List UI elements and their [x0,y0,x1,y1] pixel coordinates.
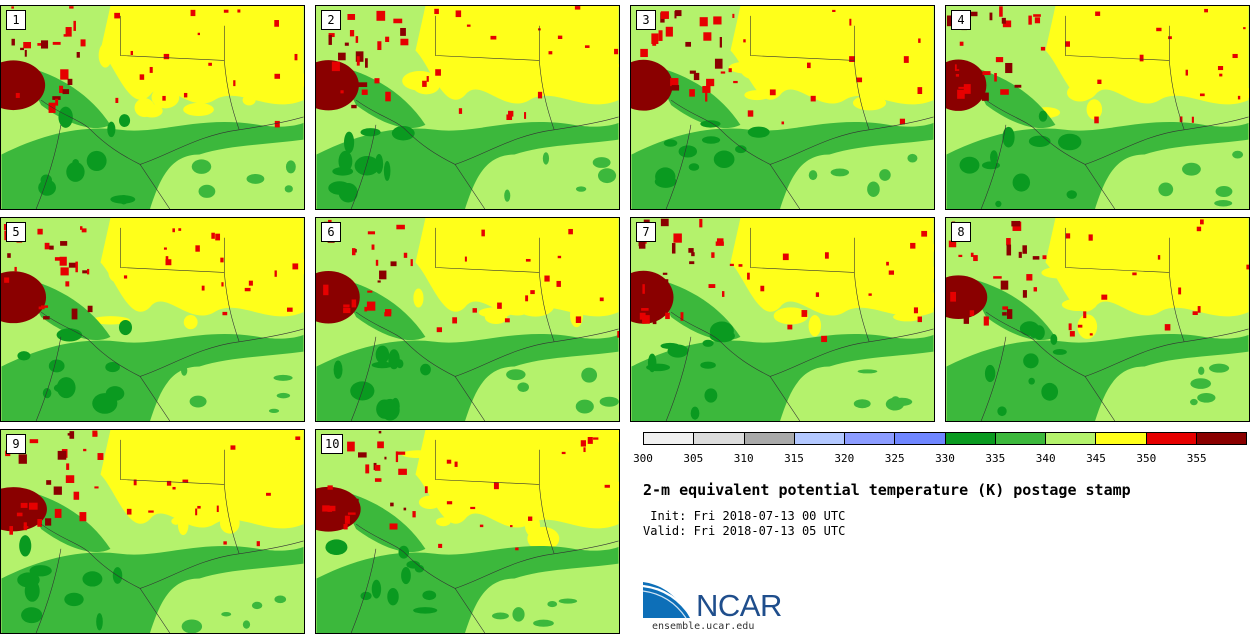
init-time: Init: Fri 2018-07-13 00 UTC [643,509,846,523]
colorbar-swatch [644,433,695,444]
valid-time: Valid: Fri 2018-07-13 05 UTC [643,524,846,538]
colorbar-tick-label: 350 [1136,452,1157,465]
logo-text: NCAR [696,588,782,620]
colorbar-swatch [845,433,896,444]
member-number: 2 [321,10,341,30]
member-number: 1 [6,10,26,30]
member-number: 3 [636,10,656,30]
colorbar-tick-label: 320 [834,452,855,465]
colorbar-swatch [694,433,745,444]
plot-title: 2-m equivalent potential temperature (K)… [643,481,1131,499]
colorbar-swatch [1146,433,1197,444]
member-number: 10 [321,434,344,454]
member-number: 8 [951,222,971,242]
ncar-logo: NCAR [642,582,782,620]
colorbar-swatch [1096,433,1147,444]
member-number: 5 [6,222,26,242]
member-panel: 8 [945,217,1250,422]
member-panel: 5 [0,217,305,422]
colorbar-tick-label: 355 [1186,452,1207,465]
member-panel: 2 [315,5,620,210]
member-panel: 1 [0,5,305,210]
colorbar-tick-label: 345 [1086,452,1106,465]
member-panel: 7 [630,217,935,422]
colorbar-swatch [744,433,795,444]
colorbar-tick-label: 335 [985,452,1006,465]
member-panel: 10 [315,429,620,634]
member-map [1,6,304,209]
colorbar-swatch [995,433,1046,444]
colorbar-tick-label: 300 [633,452,653,465]
colorbar [643,432,1247,445]
colorbar-swatch [794,433,845,444]
member-panel: 3 [630,5,935,210]
member-map [946,218,1249,421]
member-panel: 4 [945,5,1250,210]
colorbar-tick-label: 315 [784,452,804,465]
colorbar-swatch [895,433,946,444]
member-map [1,430,304,633]
colorbar-tick-label: 330 [935,452,955,465]
website-url: ensemble.ucar.edu [652,621,755,632]
colorbar-tick-label: 325 [884,452,905,465]
member-number: 9 [6,434,26,454]
member-panel: 9 [0,429,305,634]
member-number: 7 [636,222,656,242]
member-number: 4 [951,10,971,30]
member-map [631,6,934,209]
member-panel: 6 [315,217,620,422]
colorbar-swatch [945,433,996,444]
colorbar-swatch [1196,433,1246,444]
member-map [316,218,619,421]
member-map [1,218,304,421]
colorbar-tick-label: 310 [733,452,754,465]
colorbar-tick-label: 305 [683,452,704,465]
member-map [631,218,934,421]
member-number: 6 [321,222,341,242]
colorbar-tick-label: 340 [1035,452,1056,465]
member-map [316,6,619,209]
member-map [316,430,619,633]
member-map [946,6,1249,209]
colorbar-swatch [1046,433,1097,444]
